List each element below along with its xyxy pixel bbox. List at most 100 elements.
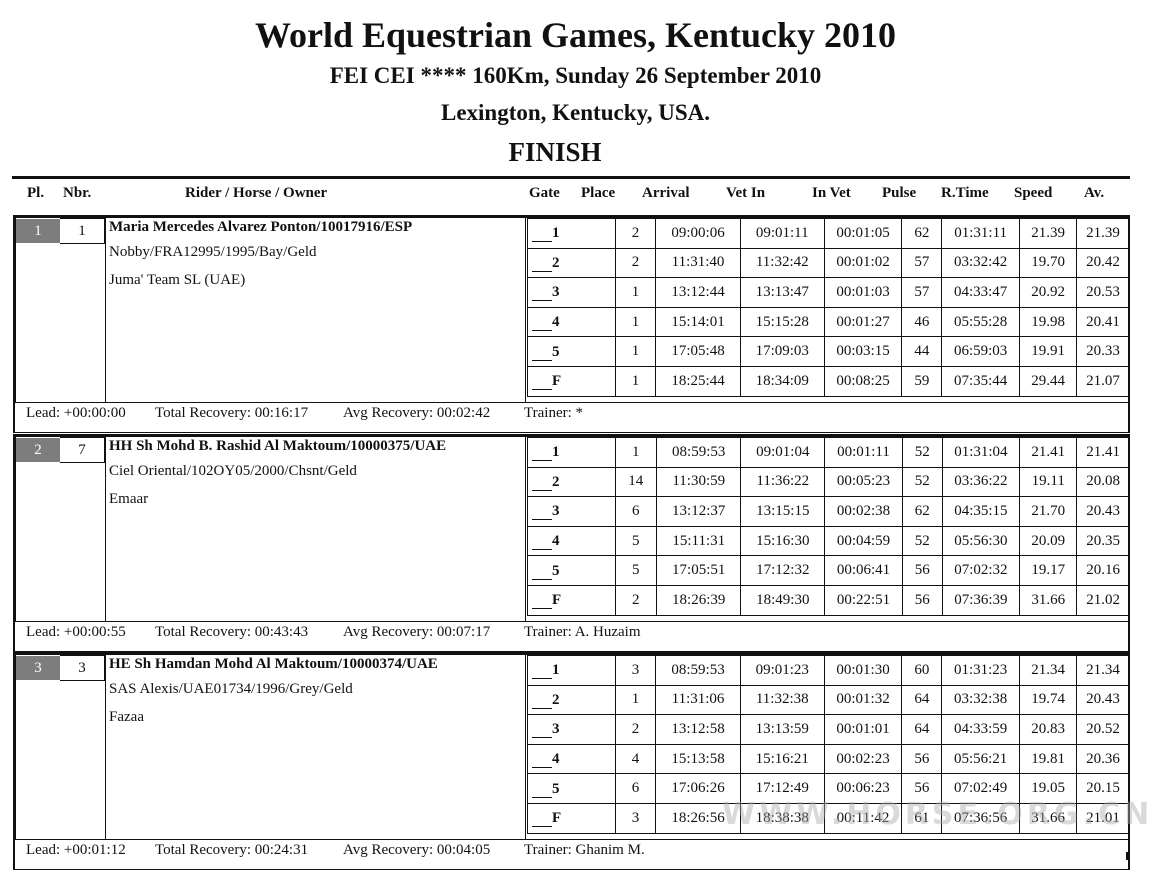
result-entry: 1 1 Maria Mercedes Alvarez Ponton/10017916… (13, 215, 1130, 433)
gate-underline (532, 691, 552, 709)
col-header-gate: Gate (529, 185, 560, 201)
in-vet-cell: 00:04:59 (824, 525, 903, 557)
gate-id: 2 (552, 254, 560, 271)
gate-row: 3 6 13:12:37 13:15:15 00:02:38 62 04:35:15 21.7… (527, 496, 1130, 527)
vet-in-cell: 15:15:28 (739, 306, 825, 338)
gate-cell: F (527, 802, 616, 834)
speed-cell: 19.70 (1019, 247, 1078, 279)
placing-column (15, 655, 106, 839)
arrival-cell: 17:05:51 (655, 555, 742, 586)
rtime-cell: 01:31:23 (941, 655, 1021, 686)
gate-underline (532, 313, 552, 332)
place-cell: 1 (614, 365, 657, 397)
gate-id: 5 (552, 780, 560, 797)
avg-recovery: Avg Recovery: 00:07:17 (343, 624, 491, 640)
lead-time: Lead: +00:00:00 (26, 405, 126, 421)
gate-results-table: 1 2 09:00:06 09:01:11 00:01:05 62 01:31:11 21.3… (527, 218, 1130, 397)
speed-cell: 21.34 (1019, 655, 1078, 686)
trainer: Trainer: A. Huzaim (524, 624, 641, 640)
pulse-cell: 57 (901, 247, 943, 279)
pulse-cell: 57 (901, 277, 943, 308)
placing-badge: 3 (16, 656, 60, 680)
arrival-cell: 18:25:44 (655, 365, 741, 397)
gate-id: F (552, 373, 562, 390)
place-cell: 2 (614, 218, 657, 249)
gate-cell: F (527, 584, 616, 616)
av-cell: 21.01 (1076, 802, 1130, 834)
in-vet-cell: 00:06:23 (823, 773, 903, 804)
place-cell: 4 (614, 743, 657, 775)
av-cell: 20.43 (1076, 684, 1130, 716)
rider-name: HE Sh Hamdan Mohd Al Maktoum/10000374/UA… (109, 656, 438, 672)
gate-id: 3 (552, 284, 560, 301)
speed-cell: 19.05 (1019, 773, 1078, 804)
gate-cell: 1 (527, 655, 616, 686)
pulse-cell: 61 (901, 802, 943, 834)
gate-underline (532, 254, 552, 272)
gate-cell: 2 (527, 247, 616, 279)
speed-cell: 21.39 (1019, 218, 1078, 249)
page-title: World Equestrian Games, Kentucky 2010 (254, 15, 897, 55)
pulse-cell: 64 (901, 684, 943, 716)
in-vet-cell: 00:11:42 (823, 802, 903, 834)
gate-cell: 3 (527, 277, 616, 308)
in-vet-cell: 00:01:03 (823, 277, 903, 308)
horse-details: Ciel Oriental/102OY05/2000/Chsnt/Geld (109, 463, 357, 479)
pulse-cell: 52 (901, 437, 943, 468)
speed-cell: 20.92 (1019, 277, 1078, 308)
placing-badge: 2 (16, 438, 60, 462)
place-cell: 1 (614, 277, 657, 308)
pulse-cell: 60 (901, 655, 943, 686)
in-vet-cell: 00:01:11 (824, 437, 903, 468)
vet-in-cell: 15:16:21 (739, 743, 825, 775)
arrival-cell: 13:12:58 (655, 714, 741, 745)
pulse-cell: 59 (901, 365, 943, 397)
col-header-rtime: R.Time (941, 185, 989, 201)
pulse-cell: 52 (901, 466, 943, 498)
gate-id: 5 (552, 343, 560, 360)
event-subtitle: FEI CEI **** 160Km, Sunday 26 September … (329, 63, 822, 88)
gate-id: F (552, 810, 562, 827)
gate-row: 1 2 09:00:06 09:01:11 00:01:05 62 01:31:11 21.3… (527, 218, 1130, 249)
rtime-cell: 07:36:39 (941, 584, 1021, 616)
speed-cell: 19.91 (1019, 336, 1078, 367)
placing-column (15, 218, 106, 402)
place-cell: 1 (614, 684, 657, 716)
vet-in-cell: 17:09:03 (739, 336, 825, 367)
trainer: Trainer: Ghanim M. (524, 842, 645, 858)
av-cell: 20.41 (1076, 306, 1130, 338)
gate-cell: 1 (527, 437, 616, 468)
vet-in-cell: 13:15:15 (740, 496, 826, 527)
gate-cell: 5 (527, 555, 616, 586)
vet-in-cell: 17:12:49 (739, 773, 825, 804)
gate-underline (532, 532, 552, 551)
speed-cell: 31.66 (1019, 802, 1078, 834)
section-title: FINISH (508, 137, 602, 167)
place-cell: 2 (614, 584, 657, 616)
in-vet-cell: 00:02:38 (824, 496, 903, 527)
gate-row: 5 1 17:05:48 17:09:03 00:03:15 44 06:59:03 19.9… (527, 336, 1130, 367)
speed-cell: 19.98 (1019, 306, 1078, 338)
pulse-cell: 46 (901, 306, 943, 338)
av-cell: 21.39 (1076, 218, 1130, 249)
horse-details: SAS Alexis/UAE01734/1996/Grey/Geld (109, 681, 353, 697)
owner-name: Juma' Team SL (UAE) (109, 272, 246, 288)
in-vet-cell: 00:22:51 (824, 584, 903, 616)
gate-underline (532, 562, 552, 580)
bib-number: 1 (60, 218, 105, 244)
pulse-cell: 64 (901, 714, 943, 745)
owner-name: Fazaa (109, 709, 144, 725)
gate-cell: 4 (527, 525, 616, 557)
gate-underline (532, 591, 552, 610)
in-vet-cell: 00:03:15 (823, 336, 903, 367)
arrival-cell: 09:00:06 (655, 218, 741, 249)
vet-in-cell: 11:36:22 (740, 466, 826, 498)
in-vet-cell: 00:01:30 (823, 655, 903, 686)
gate-underline (532, 809, 552, 828)
column-divider (525, 437, 526, 621)
gate-cell: 2 (527, 466, 616, 498)
arrival-cell: 17:05:48 (655, 336, 741, 367)
arrival-cell: 13:12:44 (655, 277, 741, 308)
gate-id: 2 (552, 473, 560, 490)
gate-row: 2 1 11:31:06 11:32:38 00:01:32 64 03:32:38 19.7… (527, 684, 1130, 716)
